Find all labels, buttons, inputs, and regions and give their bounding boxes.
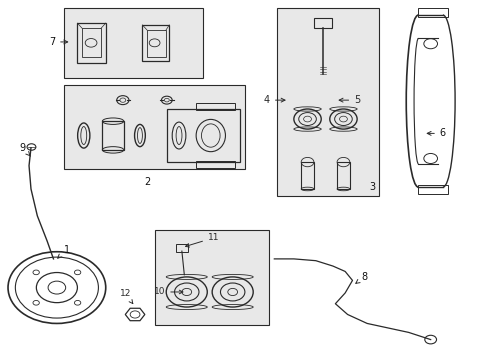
Bar <box>64 85 245 169</box>
Text: 12: 12 <box>120 289 133 303</box>
Bar <box>64 8 203 78</box>
Bar <box>77 23 106 63</box>
Bar <box>102 121 124 150</box>
Bar <box>147 30 166 57</box>
Text: 1: 1 <box>58 245 70 258</box>
Text: 11: 11 <box>186 233 220 247</box>
Text: 8: 8 <box>356 272 368 283</box>
Text: 6: 6 <box>427 129 446 138</box>
Bar <box>314 18 332 28</box>
Text: 10: 10 <box>154 288 183 297</box>
Bar <box>196 161 235 168</box>
Text: 3: 3 <box>369 182 375 192</box>
Bar <box>82 28 101 57</box>
Text: 7: 7 <box>49 37 68 47</box>
Bar <box>301 162 314 189</box>
Bar <box>418 8 448 17</box>
Text: 4: 4 <box>264 95 285 105</box>
Bar <box>337 162 350 189</box>
Bar <box>418 185 448 194</box>
Bar <box>277 8 379 196</box>
Bar <box>155 230 270 325</box>
Text: 5: 5 <box>339 95 361 105</box>
Bar <box>176 244 188 252</box>
Bar <box>167 109 240 162</box>
Bar <box>143 25 169 61</box>
Text: 2: 2 <box>144 177 150 187</box>
Bar <box>196 103 235 111</box>
Text: 9: 9 <box>20 143 30 156</box>
